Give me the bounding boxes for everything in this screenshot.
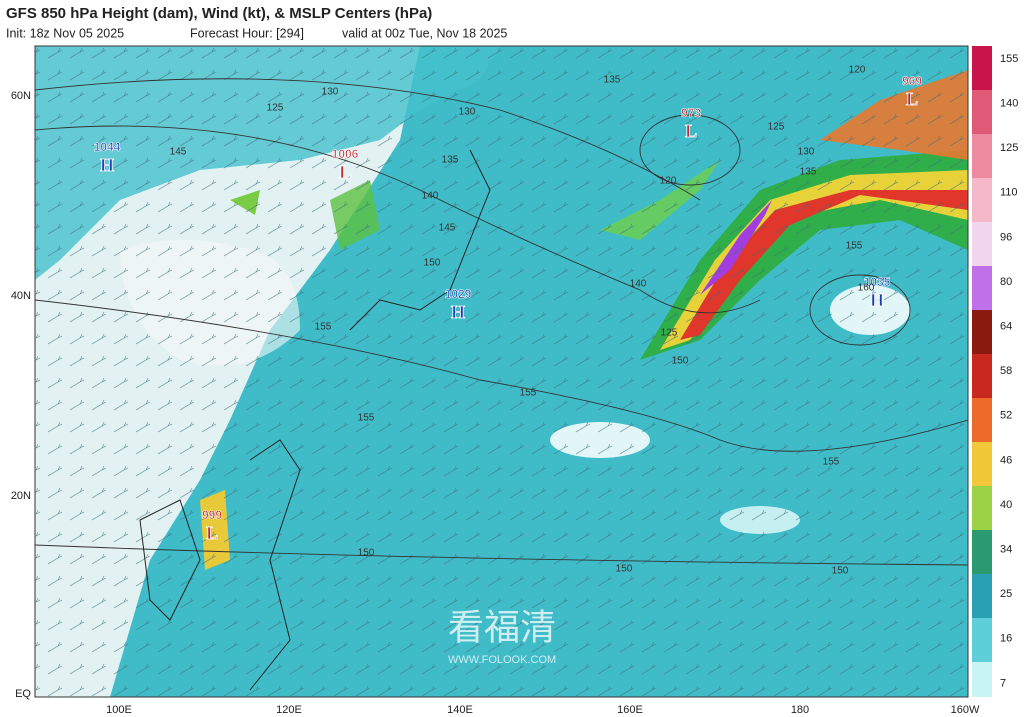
map-frame [34,45,969,698]
lon-label: 180 [791,704,809,716]
colorbar-label: 64 [1000,321,1012,333]
center-value: 999 [202,508,222,522]
center-value: 969 [902,74,922,88]
colorbar-label: 58 [1000,365,1012,377]
contour-label: 135 [442,155,459,166]
lon-label: 160W [951,704,980,716]
contour-label: 120 [849,65,866,76]
center-letter: L [906,89,918,109]
contour-label: 140 [630,279,647,290]
center-letter: H [870,290,884,310]
contour-label: 145 [439,223,456,234]
lat-label: 20N [11,490,31,502]
map-field [35,46,968,697]
contour-label: 130 [798,147,815,158]
center-letter: H [100,155,114,175]
contour-label: 150 [616,564,633,575]
colorbar-label: 155 [1000,53,1018,65]
colorbar-label: 96 [1000,231,1012,243]
colorbar-label: 25 [1000,588,1012,600]
colorbar-label: 46 [1000,454,1012,466]
contour-label: 150 [424,258,441,269]
contour-label: 160 [858,283,875,294]
contour-label: 130 [322,87,339,98]
lat-label: 40N [11,290,31,302]
contour-label: 155 [823,457,840,468]
lat-label: 60N [11,90,31,102]
center-letter: L [206,523,218,543]
contour-label: 150 [832,566,849,577]
center-letter: L [685,121,697,141]
forecast-hour: Forecast Hour: [294] [190,26,304,40]
colorbar-label: 34 [1000,544,1012,556]
colorbar-label: 40 [1000,499,1012,511]
colorbar-label: 80 [1000,276,1012,288]
contour-label: 150 [358,548,375,559]
contour-label: 130 [459,107,476,118]
lon-label: 120E [276,704,302,716]
watermark: 看福清 [448,607,556,648]
title: GFS 850 hPa Height (dam), Wind (kt), & M… [6,5,432,22]
colorbar [972,46,992,697]
colorbar-label: 7 [1000,677,1006,689]
init-time: Init: 18z Nov 05 2025 [6,26,124,40]
contour-label: 135 [604,75,621,86]
colorbar-label: 110 [1000,187,1018,199]
colorbar-label: 125 [1000,142,1018,154]
center-value: 1006 [332,147,359,161]
contour-label: 120 [660,176,677,187]
colorbar-label: 52 [1000,410,1012,422]
center-letter: H [451,302,465,322]
contour-label: 155 [520,388,537,399]
lon-label: 100E [106,704,132,716]
lon-label: 140E [447,704,473,716]
contour-label: 150 [672,356,689,367]
contour-label: 155 [315,322,332,333]
contour-label: 155 [358,413,375,424]
colorbar-label: 16 [1000,633,1012,645]
contour-label: 125 [661,328,678,339]
lon-label: 160E [617,704,643,716]
lat-label: EQ [15,688,31,700]
colorbar-label: 140 [1000,98,1018,110]
center-value: 973 [681,106,701,120]
watermark-site: WWW.FOLOOK.COM [448,654,556,666]
contour-label: 125 [768,122,785,133]
center-value: 1035 [864,275,891,289]
contour-label: 145 [170,147,187,158]
contour-label: 125 [267,103,284,114]
center-value: 1029 [445,287,472,301]
center-letter: L [339,162,351,182]
contour-label: 155 [846,241,863,252]
contour-label: 140 [422,191,439,202]
valid-time: valid at 00z Tue, Nov 18 2025 [342,26,507,40]
center-value: 1044 [94,140,121,154]
contour-label: 135 [800,167,817,178]
